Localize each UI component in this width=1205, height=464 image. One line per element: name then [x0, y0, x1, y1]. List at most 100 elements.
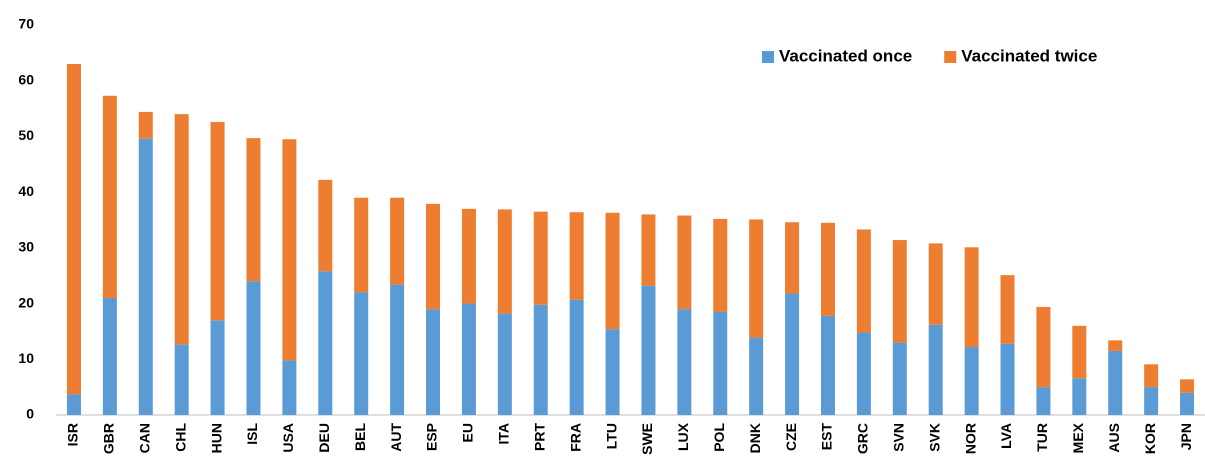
x-tick-label: LVA: [998, 423, 1014, 449]
x-tick-label: ISL: [244, 423, 260, 445]
bar-segment: [569, 299, 584, 415]
x-tick-label: SWE: [639, 423, 655, 455]
bar-segment: [102, 95, 117, 298]
x-tick-label: CAN: [136, 423, 152, 453]
bar-segment: [749, 219, 764, 338]
bar-segment: [1072, 378, 1087, 415]
bar-segment: [605, 212, 620, 330]
y-tick-label: 0: [26, 406, 34, 422]
legend-swatch: [944, 51, 957, 63]
bar-segment: [282, 360, 297, 415]
bar-segment: [641, 214, 656, 286]
bar-segment: [964, 347, 979, 415]
bar-segment: [1180, 392, 1195, 415]
bar-segment: [677, 215, 692, 310]
bar-segment: [1072, 325, 1087, 379]
bar-segment: [174, 114, 189, 345]
legend-swatch: [762, 51, 774, 63]
bar-segment: [1144, 364, 1159, 388]
bar-segment: [713, 311, 728, 415]
bar-segment: [749, 337, 764, 415]
legend-label: Vaccinated once: [779, 46, 912, 65]
x-tick-label: KOR: [1142, 423, 1158, 454]
x-tick-label: SVK: [926, 423, 942, 452]
bar-segment: [461, 208, 476, 304]
x-tick-label: CZE: [783, 423, 799, 451]
x-tick-label: LUX: [675, 422, 691, 451]
bar-segment: [641, 285, 656, 415]
bar-segment: [785, 293, 800, 415]
bar-segment: [354, 292, 369, 415]
bar-segment: [820, 315, 835, 415]
bar-segment: [1036, 387, 1051, 415]
bar-segment: [1000, 343, 1015, 415]
bar-segment: [713, 218, 728, 312]
bar-segment: [1144, 387, 1159, 415]
bar-segment: [1000, 275, 1015, 344]
x-tick-label: EST: [819, 423, 835, 451]
bar-segment: [785, 222, 800, 294]
bar-segment: [102, 298, 117, 415]
y-tick-label: 50: [18, 127, 34, 143]
x-tick-label: LTU: [603, 423, 619, 449]
x-tick-label: ITA: [496, 423, 512, 445]
bar-segment: [820, 222, 835, 316]
y-tick-label: 40: [18, 183, 34, 199]
x-tick-label: SVN: [891, 423, 907, 452]
bar-segment: [1108, 350, 1123, 415]
bar-segment: [1180, 379, 1195, 393]
bar-segment: [677, 309, 692, 415]
bar-segment: [354, 197, 369, 293]
bar-segment: [426, 309, 441, 415]
x-tick-label: MEX: [1070, 422, 1086, 453]
bar-segment: [1036, 306, 1051, 388]
bar-segment: [390, 197, 405, 285]
bar-segment: [533, 304, 548, 415]
bar-segment: [426, 203, 441, 310]
x-tick-label: DNK: [747, 423, 763, 453]
x-tick-label: GRC: [855, 423, 871, 454]
bar-segment: [892, 342, 907, 415]
x-tick-label: USA: [280, 423, 296, 453]
bar-segment: [210, 320, 225, 415]
bar-segment: [282, 139, 297, 361]
bar-segment: [928, 243, 943, 325]
legend-label: Vaccinated twice: [961, 46, 1097, 65]
bar-segment: [964, 247, 979, 348]
bar-segment: [461, 303, 476, 415]
bar-segment: [1108, 340, 1123, 351]
bar-segment: [569, 212, 584, 300]
x-tick-label: AUT: [388, 423, 404, 452]
bar-segment: [856, 332, 871, 415]
bar-segment: [210, 121, 225, 321]
y-tick-label: 60: [18, 71, 34, 87]
y-tick-label: 10: [18, 350, 34, 366]
x-tick-label: PRT: [531, 423, 547, 451]
bar-segment: [497, 209, 512, 314]
bar-segment: [605, 329, 620, 415]
x-tick-label: AUS: [1106, 423, 1122, 453]
x-tick-label: DEU: [316, 423, 332, 453]
bar-segment: [533, 211, 548, 305]
x-tick-label: TUR: [1034, 423, 1050, 452]
bar-segment: [138, 111, 153, 139]
bar-segment: [318, 179, 333, 272]
y-tick-label: 20: [18, 294, 34, 310]
bar-segment: [138, 138, 153, 415]
bar-segment: [246, 138, 261, 282]
x-tick-label: NOR: [962, 423, 978, 454]
x-tick-label: ESP: [424, 423, 440, 451]
bar-segment: [318, 271, 333, 415]
x-tick-label: HUN: [208, 423, 224, 453]
x-tick-label: EU: [460, 423, 476, 442]
bar-segment: [174, 344, 189, 415]
bar-segment: [928, 324, 943, 415]
x-tick-label: CHL: [172, 423, 188, 452]
y-tick-label: 30: [18, 239, 34, 255]
bar-segment: [66, 394, 81, 415]
bar-segment: [892, 240, 907, 343]
bar-segment: [66, 64, 81, 395]
bar-segment: [390, 284, 405, 415]
bar-segment: [856, 229, 871, 333]
